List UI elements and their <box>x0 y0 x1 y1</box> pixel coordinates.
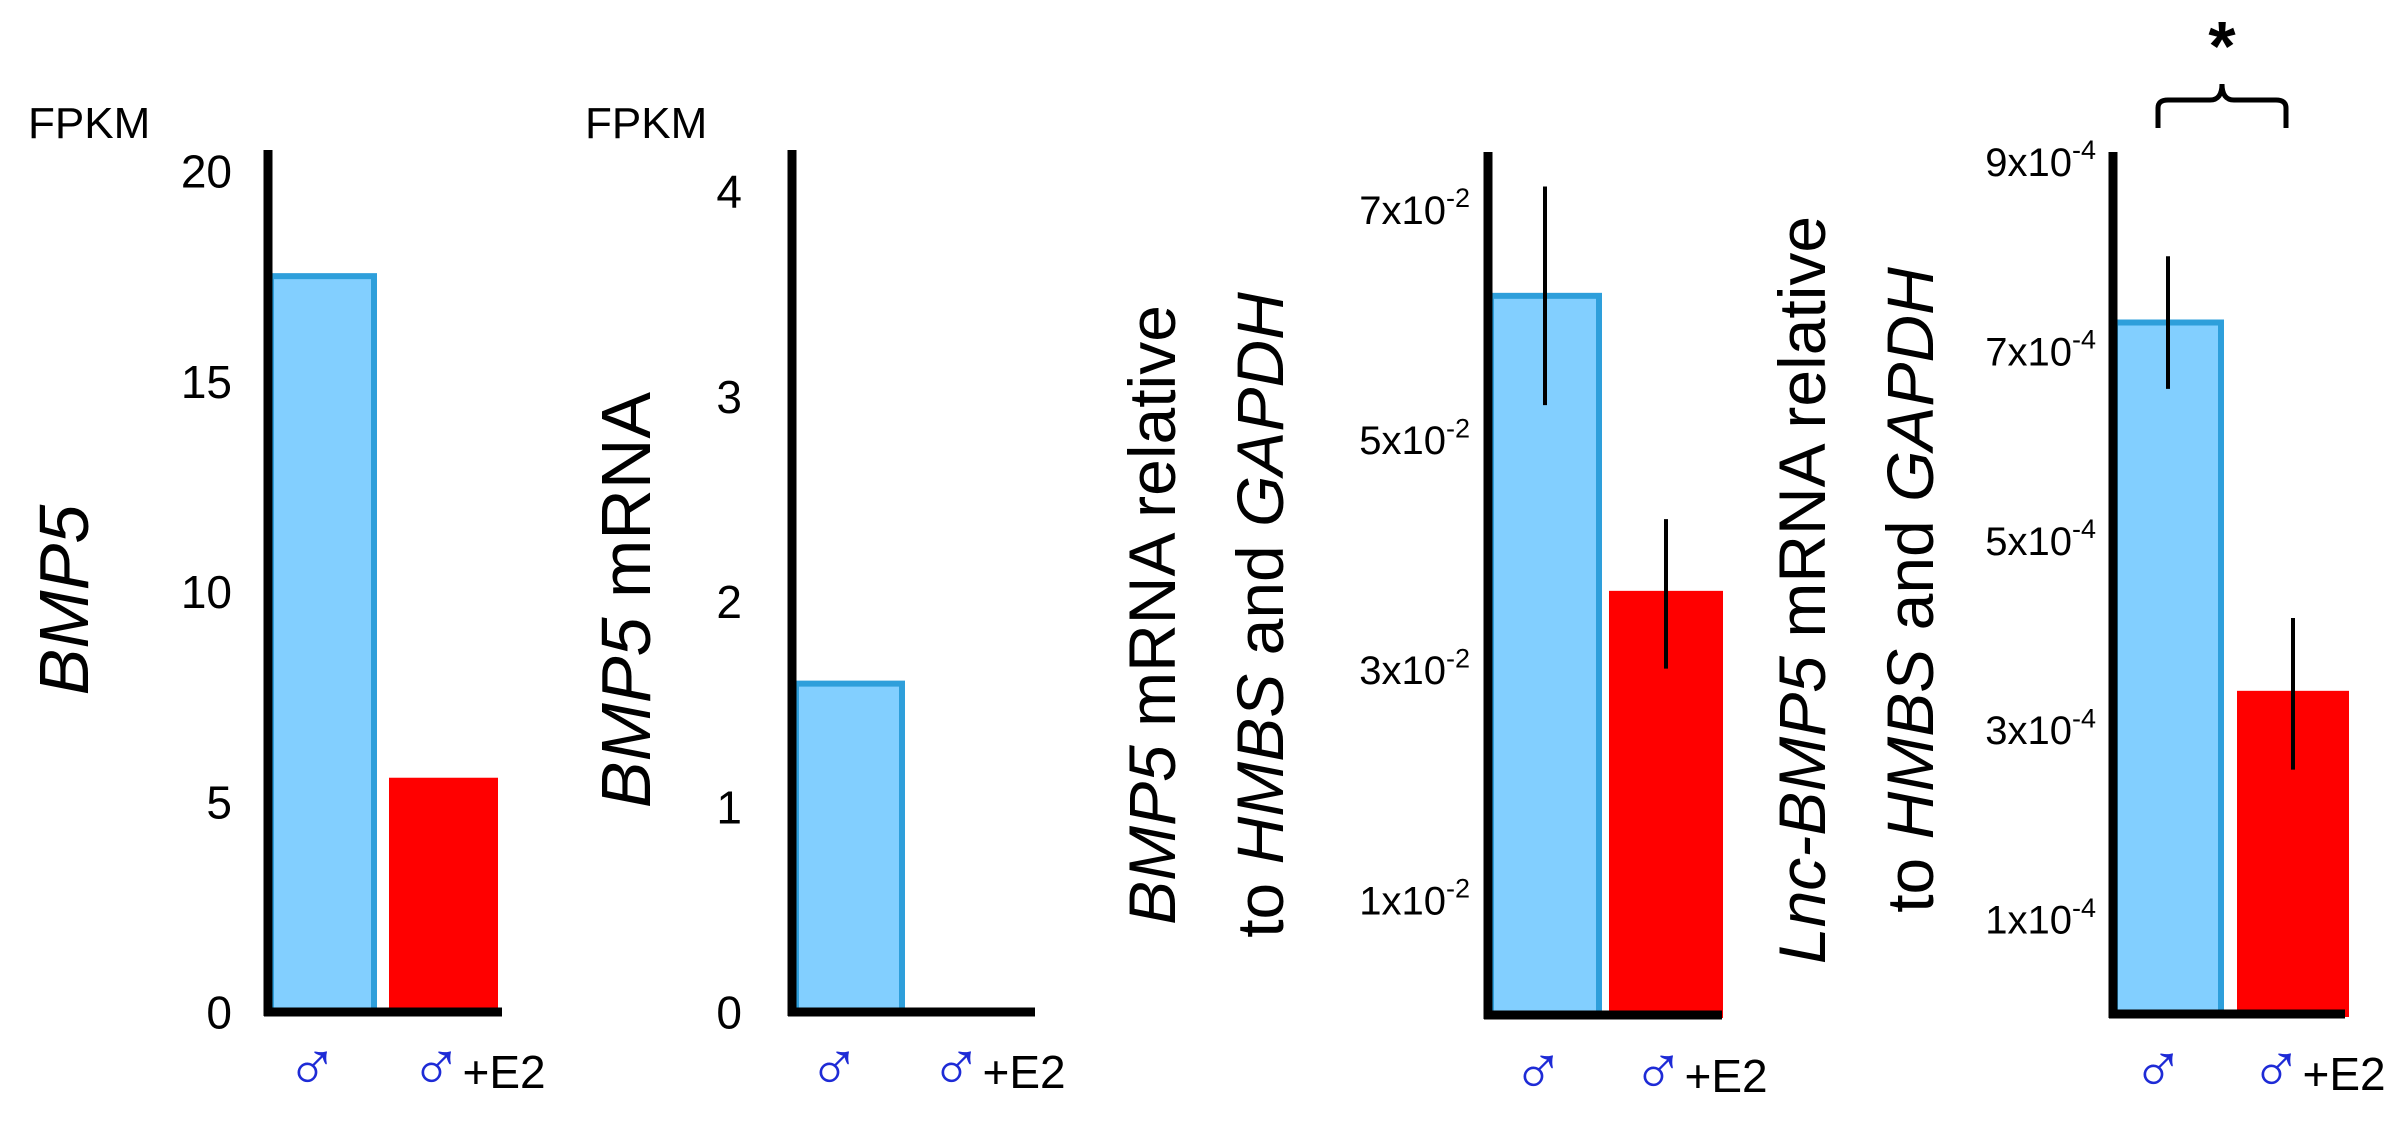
y-tick-labels: 0 1 2 3 4 <box>716 166 742 1039</box>
y-tick-label: 1x10-2 <box>1359 874 1470 924</box>
panel-lnc-bmp5-relative: Lnc-BMP5 mRNA relative to HMBS and GAPDH… <box>1765 7 2386 1105</box>
significance-bracket <box>2155 83 2289 128</box>
panel-bmp5-mrna-fpkm: FPKM BMP5 mRNA 0 1 2 3 4 ♂ ♂+E2 <box>585 99 1066 1103</box>
bar-male <box>2112 319 2224 1017</box>
category-labels: ♂ ♂+E2 <box>286 1025 546 1103</box>
bar-male <box>793 680 905 1015</box>
y-axis-label: BMP5 <box>25 504 103 696</box>
y-tick-label: 3 <box>716 371 742 423</box>
y-tick-label: 0 <box>206 987 232 1039</box>
category-label-male: ♂ <box>808 1025 861 1103</box>
panel-bmp5-relative: BMP5 mRNA relative to HMBS and GAPDH 1x1… <box>1115 152 1768 1107</box>
y-axis-label-line2: to HMBS and GAPDH <box>1223 292 1297 938</box>
axes <box>2108 152 2345 1019</box>
bar-male <box>268 273 377 1015</box>
y-tick-labels: 1x10-2 3x10-2 5x10-2 7x10-2 <box>1359 183 1470 923</box>
bar-male-e2 <box>389 777 498 1015</box>
y-tick-label: 2 <box>716 576 742 628</box>
y-axis-label-line2: to HMBS and GAPDH <box>1873 267 1947 913</box>
unit-label: FPKM <box>585 99 707 148</box>
y-tick-label: 7x10-2 <box>1359 183 1470 233</box>
y-tick-labels: 0 5 10 15 20 <box>181 146 232 1039</box>
error-bars <box>2166 256 2295 770</box>
category-labels: ♂ ♂+E2 <box>2132 1027 2386 1105</box>
y-tick-label: 1x10-4 <box>1985 893 2096 943</box>
error-bars <box>1543 186 1668 669</box>
category-labels: ♂ ♂+E2 <box>808 1025 1066 1103</box>
y-tick-label: 3x10-2 <box>1359 643 1470 693</box>
unit-label: FPKM <box>28 99 150 148</box>
bars <box>793 680 905 1015</box>
category-label-male: ♂ <box>1512 1029 1565 1107</box>
y-tick-label: 5x10-4 <box>1985 514 2096 564</box>
y-tick-label: 0 <box>716 987 742 1039</box>
y-tick-label: 9x10-4 <box>1985 135 2096 185</box>
y-axis-label-line1: Lnc-BMP5 mRNA relative <box>1765 216 1839 964</box>
category-label-male-e2: ♂+E2 <box>410 1025 546 1103</box>
axes <box>1483 152 1722 1020</box>
y-tick-label: 15 <box>181 356 232 408</box>
y-tick-label: 3x10-4 <box>1985 703 2096 753</box>
bars <box>2112 319 2349 1017</box>
y-axis-label: BMP5 mRNA <box>587 392 665 808</box>
category-label-male: ♂ <box>2132 1027 2185 1105</box>
category-label-male-e2: ♂+E2 <box>2250 1027 2386 1105</box>
y-tick-label: 1 <box>716 781 742 833</box>
category-labels: ♂ ♂+E2 <box>1512 1029 1768 1107</box>
y-tick-label: 7x10-4 <box>1985 325 2096 375</box>
y-tick-label: 20 <box>181 146 232 198</box>
category-label-male: ♂ <box>286 1025 339 1103</box>
bars <box>1488 292 1723 1019</box>
axes <box>263 150 502 1017</box>
bars <box>268 273 498 1015</box>
y-tick-label: 5 <box>206 776 232 828</box>
y-tick-label: 5x10-2 <box>1359 413 1470 463</box>
y-tick-label: 4 <box>716 166 742 218</box>
bar-male <box>1488 292 1602 1019</box>
panel-bmp5-fpkm: FPKM BMP5 0 5 10 15 20 ♂ ♂+E2 <box>25 99 546 1103</box>
category-label-male-e2: ♂+E2 <box>930 1025 1066 1103</box>
significance-asterisk: * <box>2208 7 2236 85</box>
category-label-male-e2: ♂+E2 <box>1632 1029 1768 1107</box>
y-axis-label-line1: BMP5 mRNA relative <box>1115 305 1189 925</box>
y-tick-labels: 1x10-4 3x10-4 5x10-4 7x10-4 9x10-4 <box>1985 135 2096 943</box>
y-tick-label: 10 <box>181 566 232 618</box>
axes <box>787 150 1035 1017</box>
